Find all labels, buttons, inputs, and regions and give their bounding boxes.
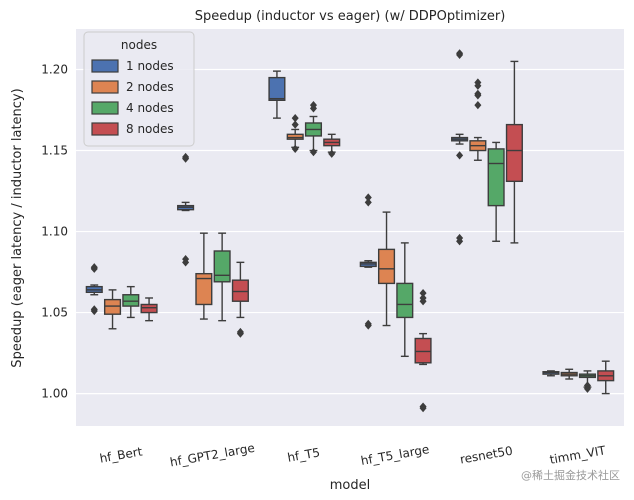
box-hf-t5-large-4-nodes [396, 242, 414, 358]
box-iqr [140, 303, 158, 314]
box-iqr [268, 76, 286, 101]
outlier-point [236, 329, 244, 338]
outlier-point [291, 114, 299, 123]
legend-item-1-nodes: 1 nodes [91, 59, 174, 73]
outlier-point [456, 151, 464, 160]
box-hf-t5-1-nodes [268, 70, 286, 119]
x-tick-label: resnet50 [459, 444, 514, 467]
outlier-point [474, 91, 482, 100]
legend-title: nodes [121, 38, 157, 52]
box-iqr [195, 272, 213, 306]
outlier-point [474, 81, 482, 90]
legend-label: 2 nodes [126, 80, 174, 94]
legend-item-2-nodes: 2 nodes [91, 80, 174, 94]
y-tick-label: 1.10 [41, 225, 68, 239]
box-iqr [213, 250, 231, 283]
outlier-point [364, 321, 372, 330]
box-timm-vit-8-nodes [597, 360, 615, 395]
box-iqr [487, 148, 505, 207]
outlier-point [309, 104, 317, 113]
outlier-point [90, 264, 98, 273]
outlier-point [419, 404, 427, 413]
watermark: @稀土掘金技术社区 [521, 468, 620, 482]
box-hf-gpt2-large-8-nodes [231, 261, 249, 338]
box-hf-bert-8-nodes [140, 297, 158, 322]
y-tick-label: 1.05 [41, 306, 68, 320]
x-tick-label: timm_VIT [549, 443, 608, 467]
legend-label: 1 nodes [126, 59, 174, 73]
box-hf-gpt2-large-2-nodes [195, 232, 213, 320]
x-tick-label: hf_Bert [99, 444, 144, 465]
y-tick-label: 1.15 [41, 144, 68, 158]
box-hf-t5-large-1-nodes [359, 193, 377, 330]
box-hf-t5-4-nodes [304, 101, 323, 157]
box-timm-vit-1-nodes [542, 370, 560, 377]
y-tick-label: 1.00 [41, 387, 68, 401]
gridlines [76, 68, 624, 395]
chart-title: Speedup (inductor vs eager) (w/ DDPOptim… [195, 9, 506, 24]
y-tick-label: 1.20 [41, 63, 68, 77]
box-hf-gpt2-large-1-nodes [177, 152, 195, 267]
outlier-point [291, 120, 299, 129]
box-iqr [377, 248, 396, 285]
box-iqr [414, 337, 432, 364]
y-axis-label: Speedup (eager latency / inductor latenc… [10, 88, 25, 367]
outlier-point [90, 306, 98, 316]
outlier-point [583, 384, 591, 393]
legend-swatch [91, 122, 119, 136]
box-hf-gpt2-large-4-nodes [213, 232, 231, 322]
box-iqr [505, 123, 523, 183]
outlier-point [182, 258, 190, 267]
x-axis-label: model [330, 478, 370, 493]
box-iqr [396, 282, 414, 319]
box-hf-t5-2-nodes [286, 114, 304, 154]
x-tick-label: hf_T5 [286, 445, 321, 464]
box-iqr [122, 294, 140, 307]
box-timm-vit-2-nodes [560, 368, 578, 380]
box-hf-t5-large-2-nodes [377, 211, 396, 327]
outlier-point [456, 237, 464, 246]
legend-swatch [91, 80, 119, 94]
box-hf-t5-8-nodes [323, 133, 341, 158]
outlier-point [328, 149, 336, 158]
outlier-point [309, 148, 317, 157]
x-tick-labels: hf_Bert hf_GPT2_large hf_T5 hf_T5_large resn… [99, 441, 608, 470]
box-hf-t5-large-8-nodes [414, 289, 432, 413]
legend-item-4-nodes: 4 nodes [91, 101, 174, 115]
outlier-point [291, 144, 299, 154]
box-resnet50-8-nodes [505, 60, 523, 244]
outlier-point [182, 154, 190, 163]
outlier-point [364, 198, 372, 207]
box-hf-bert-2-nodes [103, 289, 122, 330]
box-hf-bert-4-nodes [122, 285, 140, 319]
legend-label: 8 nodes [126, 122, 174, 136]
legend-swatch [91, 101, 119, 115]
box-resnet50-1-nodes [451, 49, 469, 246]
legend-swatch [91, 59, 119, 73]
box-resnet50-2-nodes [469, 78, 487, 161]
x-tick-label: hf_GPT2_large [169, 441, 256, 470]
outlier-point [419, 297, 427, 306]
outlier-point [456, 50, 464, 60]
box-timm-vit-4-nodes [578, 370, 597, 393]
box-iqr [103, 298, 122, 315]
box-layer [85, 49, 615, 413]
box-iqr [286, 133, 304, 140]
box-resnet50-4-nodes [487, 141, 505, 242]
box-hf-bert-1-nodes [85, 263, 103, 316]
legend-item-8-nodes: 8 nodes [91, 122, 174, 136]
outlier-point [474, 101, 482, 110]
x-tick-label: hf_T5_large [360, 442, 431, 468]
y-tick-labels: 1.00 1.05 1.10 1.15 1.20 [41, 63, 68, 401]
legend: nodes 1 nodes 2 nodes 4 nodes 8 nodes [83, 31, 195, 147]
legend-label: 4 nodes [126, 101, 174, 115]
box-iqr [231, 279, 249, 302]
